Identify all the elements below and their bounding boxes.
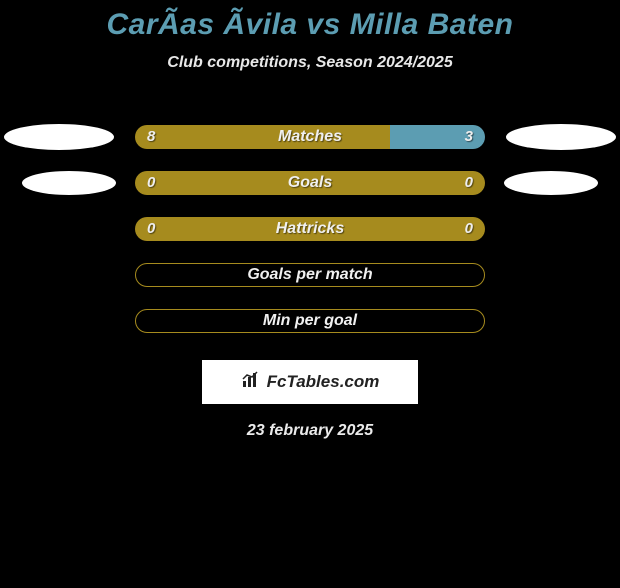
page-title: CarÃ­as Ãvila vs Milla Baten bbox=[0, 8, 620, 42]
fctables-text: FcTables.com bbox=[267, 372, 380, 392]
bar-label: Goals per match bbox=[247, 266, 372, 284]
stat-bar: Hattricks00 bbox=[135, 217, 485, 241]
bar-segment-right bbox=[310, 217, 485, 241]
fctables-badge: FcTables.com bbox=[202, 360, 418, 404]
stat-bar-outline: Goals per match bbox=[135, 263, 485, 287]
stat-bar: Matches83 bbox=[135, 125, 485, 149]
bar-segment-left bbox=[135, 217, 310, 241]
team-badge-placeholder bbox=[4, 124, 114, 150]
bar-segment-right bbox=[390, 125, 485, 149]
date-text: 23 february 2025 bbox=[0, 422, 620, 440]
bar-segment-left bbox=[135, 171, 310, 195]
stats-rows: Matches83 Goals00 Hattricks00 Goals per mat… bbox=[0, 114, 620, 344]
bar-label: Min per goal bbox=[263, 312, 357, 330]
team-badge-placeholder bbox=[22, 171, 116, 195]
stat-row: Min per goal bbox=[0, 298, 620, 344]
stat-bar-outline: Min per goal bbox=[135, 309, 485, 333]
stat-bar: Goals00 bbox=[135, 171, 485, 195]
chart-icon bbox=[241, 371, 263, 394]
bar-segment-left bbox=[135, 125, 390, 149]
team-badge-placeholder bbox=[506, 124, 616, 150]
bar-segment-right bbox=[310, 171, 485, 195]
subtitle: Club competitions, Season 2024/2025 bbox=[0, 54, 620, 72]
team-badge-placeholder bbox=[504, 171, 598, 195]
stat-row: Hattricks00 bbox=[0, 206, 620, 252]
stat-row: Goals per match bbox=[0, 252, 620, 298]
